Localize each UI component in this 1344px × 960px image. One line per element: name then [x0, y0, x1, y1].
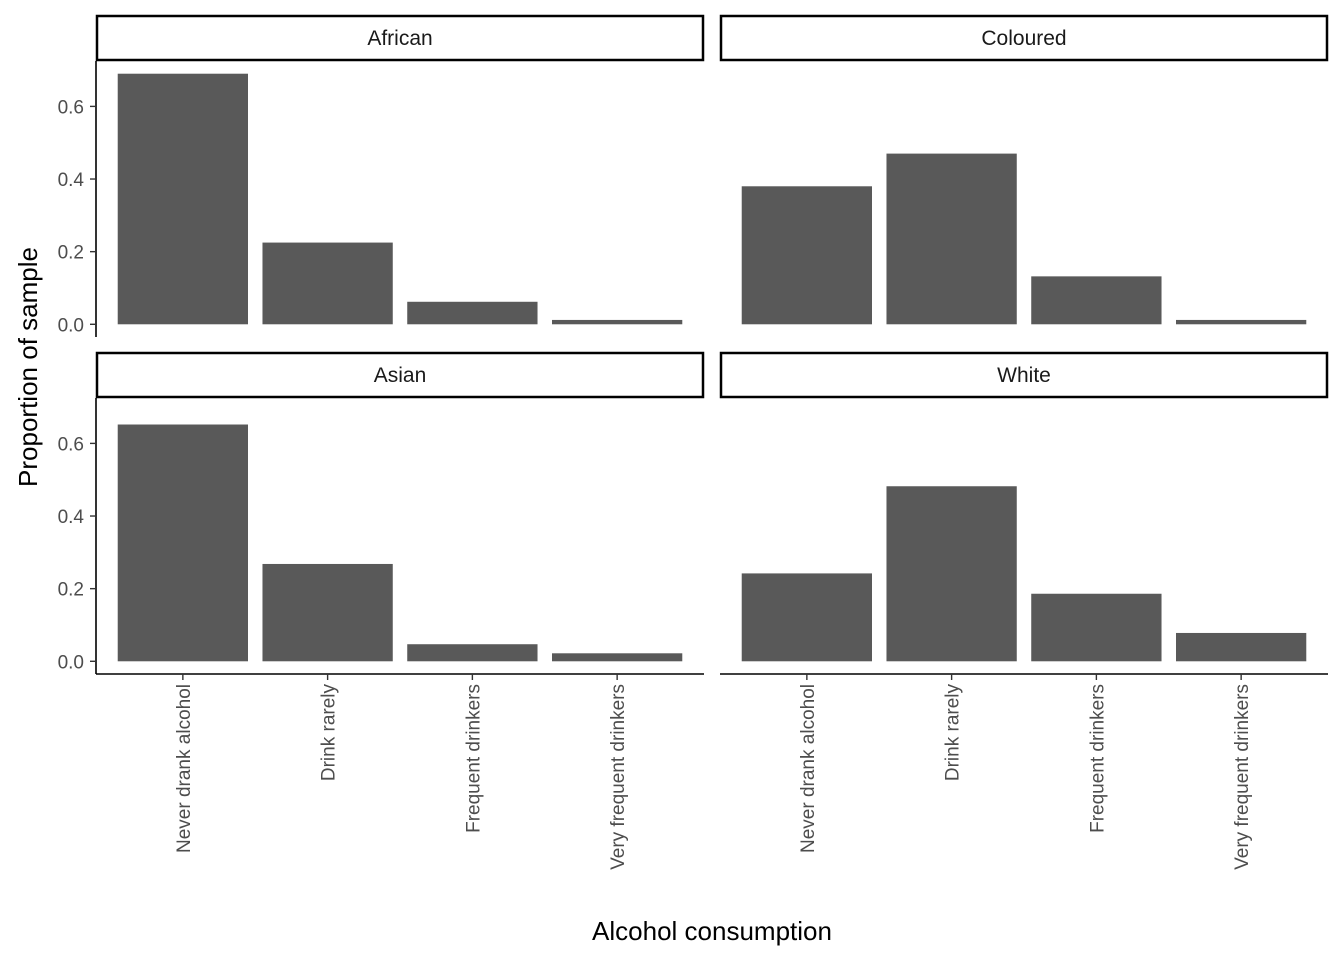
facet-panels: African 0.0 0.2 0.4 0.6 Coloured Asian 0.0 0.2 0.… [58, 14, 1329, 870]
x-tick-label: Never drank alcohol [174, 684, 195, 853]
facet-strip-label: White [997, 364, 1051, 387]
y-tick-label: 0.6 [58, 434, 84, 455]
facet-panel-coloured: Coloured [719, 14, 1329, 325]
bar-african-4 [552, 319, 683, 325]
y-tick-label: 0.4 [58, 170, 85, 191]
facet-strip [719, 351, 1329, 399]
bar-coloured-3 [1031, 276, 1162, 325]
x-tick-label: Drink rarely [319, 684, 340, 782]
bar-white-2 [886, 486, 1017, 662]
x-tick-label: Very frequent drinkers [1232, 684, 1253, 870]
bar-coloured-1 [741, 186, 872, 325]
facet-panel-white: White Never drank alcohol Drink rarely Freq… [719, 351, 1329, 870]
x-tick-label: Never drank alcohol [798, 684, 819, 853]
facet-strip [719, 14, 1329, 62]
facet-strip-label: African [367, 27, 432, 50]
y-axis-title: Proportion of sample [13, 247, 43, 487]
facet-panel-asian: Asian 0.0 0.2 0.4 0.6 Never drank alcohol Drin… [58, 351, 705, 870]
bar-white-1 [741, 573, 872, 662]
facet-strip [95, 351, 705, 399]
bar-african-3 [407, 301, 538, 325]
bar-asian-2 [262, 563, 393, 662]
x-tick-label: Frequent drinkers [1087, 684, 1108, 833]
facet-panel-african: African 0.0 0.2 0.4 0.6 [58, 14, 705, 337]
bar-african-1 [117, 73, 248, 325]
y-tick-label: 0.0 [58, 652, 84, 673]
y-tick-label: 0.2 [58, 580, 84, 601]
x-tick-label: Very frequent drinkers [608, 684, 629, 870]
bar-asian-1 [117, 424, 248, 662]
bar-white-4 [1176, 632, 1307, 662]
bar-asian-4 [552, 653, 683, 662]
y-tick-label: 0.6 [58, 97, 84, 118]
x-axis-title: Alcohol consumption [592, 916, 832, 946]
bar-coloured-2 [886, 153, 1017, 325]
bar-white-3 [1031, 593, 1162, 662]
y-tick-label: 0.2 [58, 243, 84, 264]
bar-asian-3 [407, 644, 538, 662]
y-tick-label: 0.4 [58, 507, 85, 528]
facet-strip [95, 14, 705, 62]
facet-strip-label: Asian [374, 364, 427, 387]
bar-african-2 [262, 242, 393, 325]
x-tick-label: Frequent drinkers [463, 684, 484, 833]
y-tick-label: 0.0 [58, 315, 84, 336]
bar-coloured-4 [1176, 319, 1307, 325]
facet-strip-label: Coloured [981, 27, 1066, 50]
x-tick-label: Drink rarely [943, 684, 964, 782]
